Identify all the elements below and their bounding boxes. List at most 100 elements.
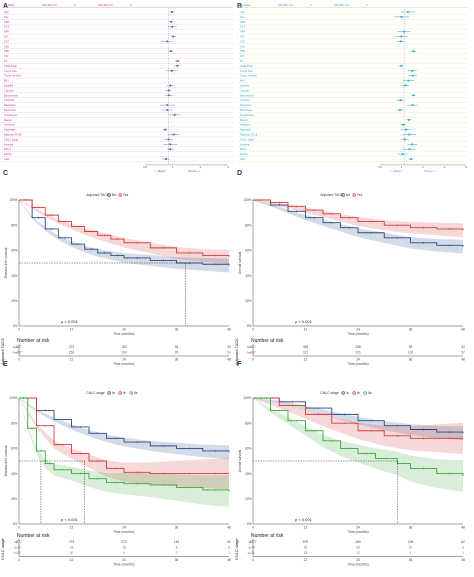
km-f-risk-title: Number at risk bbox=[251, 533, 284, 539]
km-d-x-tick: 24 bbox=[356, 328, 360, 332]
km-e-ci-band bbox=[19, 398, 229, 460]
forest-a-estimate bbox=[169, 84, 172, 87]
forest-b-estimate bbox=[405, 128, 407, 131]
km-d-curve-yes bbox=[253, 199, 464, 231]
km-d-x-tick: 0 bbox=[252, 328, 254, 332]
km-c-risk-value: 373 bbox=[69, 345, 75, 349]
km-f-legend-swatch bbox=[341, 391, 346, 395]
forest-b-header: Variables bbox=[240, 3, 251, 7]
forest-b-row-label: Blood loss bbox=[240, 108, 253, 112]
km-f-risk-x-tick: 48 bbox=[461, 558, 465, 562]
km-f-curve-ia bbox=[253, 397, 464, 434]
forest-a-estimate bbox=[166, 109, 169, 111]
forest-b-estimate bbox=[407, 11, 409, 13]
km-e-risk-value: 1 bbox=[228, 551, 230, 555]
km-f-risk-value: 4 bbox=[410, 551, 412, 555]
km-c-legend-label: No bbox=[112, 193, 116, 197]
km-f-y-label: Overall survival bbox=[238, 449, 242, 472]
forest-a-estimate bbox=[164, 128, 167, 131]
km-d-y-tick: 80% bbox=[245, 223, 252, 227]
km-f-risk-value: 30 bbox=[304, 546, 308, 550]
km-c-risk-value: 54 bbox=[227, 351, 231, 355]
km-c-y-tick: 40% bbox=[11, 274, 18, 278]
km-e-legend-label: IIa bbox=[134, 391, 138, 395]
km-d-x-tick: 48 bbox=[461, 328, 465, 332]
panel-letter-e: E bbox=[3, 361, 8, 368]
forest-b-row-label: Sex bbox=[240, 15, 245, 19]
km-e-x-tick: 48 bbox=[227, 526, 231, 530]
km-e-legend-title: CNLC stage bbox=[86, 391, 105, 395]
km-d-risk-x-tick: 0 bbox=[252, 358, 254, 362]
forest-b-estimate bbox=[407, 79, 410, 82]
forest-b-row-label: Child-Pugh bbox=[240, 64, 253, 68]
forest-a-row-label: Margin bbox=[4, 118, 12, 122]
km-c-risk-value: 94 bbox=[175, 345, 179, 349]
km-e-risk-value: 145 bbox=[174, 540, 180, 544]
forest-b-row-label: Resection bbox=[240, 103, 252, 107]
forest-a-estimate bbox=[167, 138, 170, 141]
forest-a-header: HR (95% CI) bbox=[42, 3, 57, 7]
km-d-risk-x-tick: 24 bbox=[356, 358, 360, 362]
km-f-risk-x-tick: 24 bbox=[356, 558, 360, 562]
km-c-ci-band bbox=[19, 200, 229, 273]
forest-a-row-label: Approach bbox=[4, 128, 16, 132]
km-e-risk-x-tick: 0 bbox=[18, 558, 20, 562]
forest-a-tick-label: 1 bbox=[172, 166, 174, 169]
km-e-y-tick: 0% bbox=[13, 522, 18, 526]
km-c-risk-value: 193 bbox=[121, 345, 127, 349]
km-c-x-tick: 0 bbox=[18, 328, 20, 332]
forest-a-header: P bbox=[74, 3, 76, 7]
km-e-risk-x-label: Time (months) bbox=[113, 563, 134, 567]
forest-a-row-label: Resection bbox=[4, 103, 16, 107]
forest-a-row-label: Tumor size bbox=[4, 69, 17, 73]
km-e-risk-value: 3 bbox=[176, 551, 178, 555]
km-f-risk-x-tick: 12 bbox=[304, 558, 308, 562]
km-f-risk-value: 196 bbox=[408, 540, 414, 544]
forest-a-estimate bbox=[169, 148, 172, 151]
km-d-y-tick: 40% bbox=[245, 274, 252, 278]
km-e-x-tick: 12 bbox=[70, 526, 74, 530]
forest-b-row-label: ALB bbox=[240, 44, 245, 48]
km-e-risk-value: 8 bbox=[176, 546, 178, 550]
km-e-y-tick: 60% bbox=[11, 447, 18, 451]
forest-a-estimate bbox=[176, 60, 179, 62]
forest-a-row-label: Age bbox=[4, 10, 9, 14]
km-f-y-tick: 60% bbox=[245, 447, 252, 451]
forest-a-estimate bbox=[168, 94, 170, 97]
forest-b-favor-right: Worse--> bbox=[424, 169, 437, 173]
km-d-risk-value: 206 bbox=[355, 351, 361, 355]
km-e-y-label: Disease-free survival bbox=[4, 445, 8, 476]
km-c-y-label: Disease-free survival bbox=[4, 247, 8, 278]
forest-a-row-label: Adjuvant TACE bbox=[4, 133, 22, 137]
km-e-curve-iia bbox=[19, 397, 230, 492]
km-e-ci-band bbox=[19, 398, 229, 490]
forest-a-estimate bbox=[164, 158, 167, 160]
km-e-risk-x-tick: 24 bbox=[122, 558, 126, 562]
km-d-risk-value: 95 bbox=[409, 345, 413, 349]
km-e-risk-value: 15 bbox=[122, 546, 126, 550]
km-d-x-tick: 12 bbox=[304, 328, 308, 332]
forest-b-tick-label: 8 bbox=[465, 166, 467, 169]
forest-a-estimate bbox=[172, 133, 175, 136]
km-f-risk-value: 12 bbox=[356, 551, 360, 555]
forest-b-estimate bbox=[411, 104, 414, 106]
forest-b-row-label: Adjuvant TACE bbox=[240, 133, 258, 137]
km-e-risk-row-name: Ia bbox=[14, 540, 17, 544]
km-e-x-tick: 36 bbox=[175, 526, 179, 530]
km-f-y-tick: 0% bbox=[247, 522, 252, 526]
km-e-y-tick: 100% bbox=[9, 396, 17, 400]
km-f-risk-value: 875 bbox=[303, 540, 309, 544]
km-e-risk-x-tick: 12 bbox=[70, 558, 74, 562]
km-d-legend-swatch bbox=[352, 193, 357, 197]
forest-a-estimate bbox=[176, 65, 179, 67]
km-e-legend-label: Ia bbox=[112, 391, 115, 395]
forest-b-row-label: Approach bbox=[240, 128, 252, 132]
forest-b-tick-label: 0.5 bbox=[378, 166, 382, 169]
km-e-legend-swatch bbox=[129, 391, 134, 395]
km-e-curve-ia bbox=[19, 397, 230, 453]
panel-letter-a: A bbox=[3, 3, 8, 10]
forest-b-tick-label: 2 bbox=[422, 166, 424, 169]
km-d-risk-value: 465 bbox=[303, 345, 309, 349]
forest-a-estimate bbox=[167, 89, 170, 92]
